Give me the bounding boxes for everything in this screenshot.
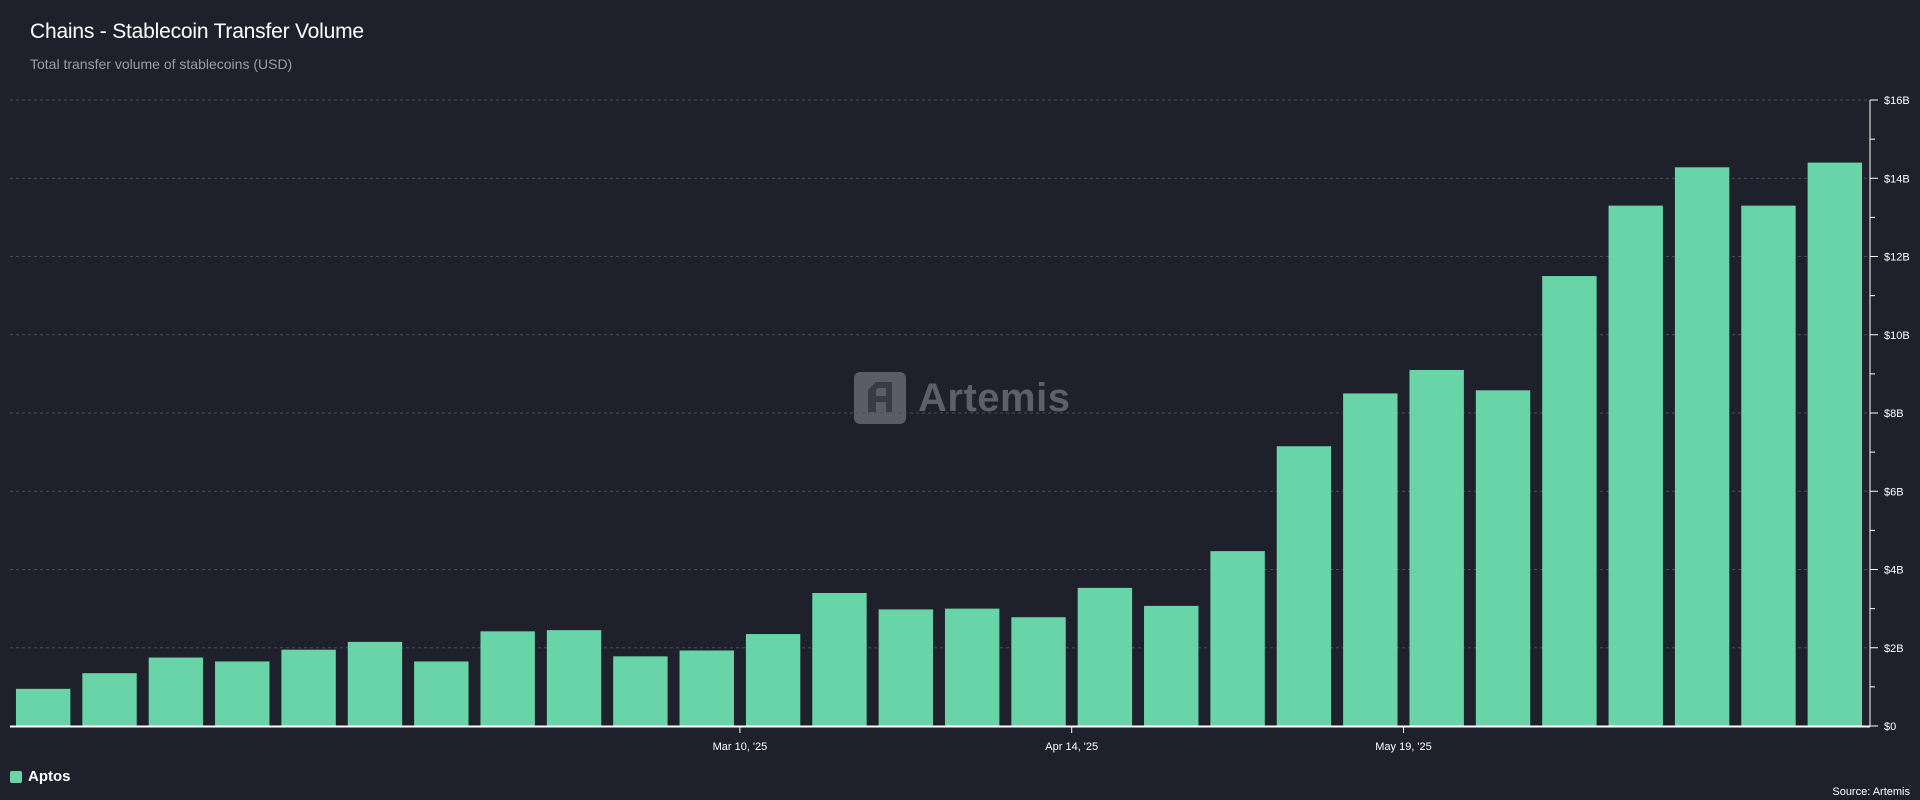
bar-19[interactable] — [1210, 551, 1265, 726]
bar-7[interactable] — [414, 661, 469, 726]
bar-8[interactable] — [480, 631, 535, 726]
bar-12[interactable] — [745, 634, 801, 726]
bar-22[interactable] — [1409, 369, 1464, 726]
y-tick-label: $16B — [1884, 95, 1910, 107]
legend-swatch-aptos — [10, 770, 22, 783]
bar-3[interactable] — [148, 657, 204, 726]
bar-11[interactable] — [679, 650, 734, 726]
y-tick-label: $4B — [1884, 565, 1904, 577]
bar-14[interactable] — [878, 609, 934, 726]
bar-23[interactable] — [1475, 390, 1531, 726]
bar-5[interactable] — [281, 649, 336, 726]
bar-24[interactable] — [1542, 276, 1597, 726]
x-tick-label: May 19, '25 — [1375, 741, 1432, 753]
watermark: Artemis — [854, 372, 1070, 424]
y-tick-label: $2B — [1884, 643, 1904, 655]
bar-6[interactable] — [347, 641, 403, 726]
artemis-logo-icon — [854, 372, 906, 424]
bar-2[interactable] — [82, 673, 137, 726]
y-tick-label: $14B — [1884, 173, 1910, 185]
bar-1[interactable] — [15, 688, 71, 726]
bars-layer — [15, 162, 1863, 727]
bar-4[interactable] — [215, 661, 270, 726]
y-tick-label: $12B — [1884, 252, 1910, 264]
bar-26[interactable] — [1674, 167, 1730, 727]
bar-15[interactable] — [944, 608, 1000, 726]
axis-layer: $0 $2B $4B $6B $8B $10B $12B $14B $16B Mar 10, '2… — [10, 95, 1910, 753]
bar-17[interactable] — [1077, 587, 1133, 726]
bar-20[interactable] — [1276, 446, 1332, 726]
bar-25[interactable] — [1608, 205, 1663, 726]
bar-16[interactable] — [1011, 617, 1066, 726]
y-tick-label: $10B — [1884, 330, 1910, 342]
bar-28[interactable] — [1807, 162, 1863, 727]
chart-subtitle: Total transfer volume of stablecoins (US… — [30, 56, 293, 72]
y-tick-label: $0 — [1884, 721, 1896, 733]
x-tick-label: Mar 10, '25 — [713, 741, 768, 753]
y-tick-label: $8B — [1884, 408, 1904, 420]
bar-27[interactable] — [1741, 205, 1796, 726]
bar-18[interactable] — [1144, 605, 1199, 726]
legend[interactable]: Aptos — [10, 768, 71, 785]
bar-9[interactable] — [546, 630, 602, 726]
y-tick-label: $6B — [1884, 486, 1904, 498]
bar-10[interactable] — [613, 656, 668, 726]
watermark-text: Artemis — [918, 375, 1071, 420]
bar-21[interactable] — [1343, 393, 1398, 726]
bar-13[interactable] — [812, 592, 867, 726]
source-note: Source: Artemis — [1832, 786, 1910, 798]
x-tick-label: Apr 14, '25 — [1045, 741, 1098, 753]
legend-label-aptos: Aptos — [28, 768, 71, 785]
chart-title: Chains - Stablecoin Transfer Volume — [30, 20, 364, 43]
